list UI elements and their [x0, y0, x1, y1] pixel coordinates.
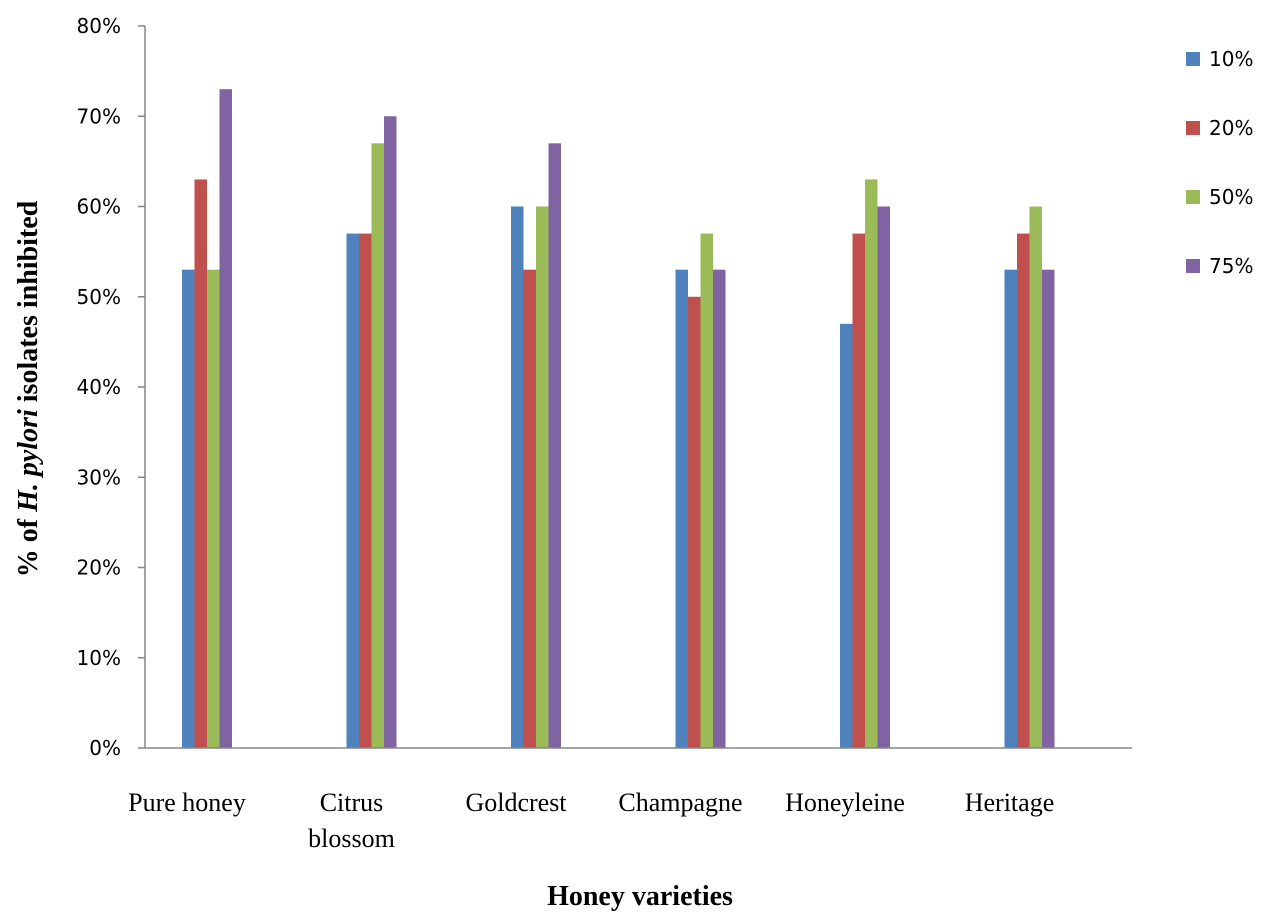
- x-category-label: Heritage: [965, 788, 1055, 817]
- legend-swatch: [1186, 52, 1200, 66]
- bars-group: [182, 89, 1055, 749]
- bar: [877, 206, 890, 748]
- bar: [713, 269, 726, 748]
- bar: [1017, 233, 1030, 748]
- legend-label: 10%: [1209, 47, 1253, 71]
- x-axis-category-labels: Pure honey Citrus blossom Goldcrest Champagn…: [128, 788, 1054, 853]
- x-axis-title: Honey varieties: [547, 881, 733, 912]
- legend-label: 20%: [1209, 116, 1253, 140]
- bar: [688, 296, 701, 748]
- bar: [182, 269, 195, 748]
- bar: [1029, 206, 1042, 748]
- y-tick-label: 50%: [77, 285, 121, 309]
- y-tick-label: 80%: [77, 14, 121, 38]
- y-tick-label: 30%: [77, 465, 121, 489]
- bar: [523, 269, 536, 748]
- bar: [840, 323, 853, 748]
- bar: [219, 89, 232, 749]
- y-tick-label: 70%: [77, 104, 121, 128]
- bar: [194, 179, 207, 749]
- bar: [359, 233, 372, 748]
- x-category-label: Citrus blossom: [308, 788, 395, 853]
- legend-swatch: [1186, 259, 1200, 273]
- bar: [207, 269, 220, 748]
- y-tick-label: 0%: [89, 736, 121, 760]
- x-category-label: Goldcrest: [465, 788, 567, 817]
- y-axis-title: % of H. pylori isolates inhibited: [13, 200, 44, 577]
- bar: [371, 143, 384, 748]
- bar: [536, 206, 549, 748]
- y-axis-ticks: 0% 10% 20% 30% 40% 50% 60% 70% 80%: [77, 14, 145, 760]
- x-category-label: Pure honey: [128, 788, 246, 817]
- bar: [852, 233, 865, 748]
- bar: [1004, 269, 1017, 748]
- bar: [1042, 269, 1055, 748]
- y-tick-label: 40%: [77, 375, 121, 399]
- bar: [675, 269, 688, 748]
- bar: [346, 233, 359, 748]
- y-tick-label: 60%: [77, 195, 121, 219]
- legend-swatch: [1186, 190, 1200, 204]
- bar: [700, 233, 713, 748]
- y-tick-label: 10%: [77, 646, 121, 670]
- legend-swatch: [1186, 121, 1200, 135]
- legend: 10% 20% 50% 75%: [1186, 47, 1253, 278]
- bar: [865, 179, 878, 749]
- bar: [384, 116, 397, 748]
- x-category-label: Champagne: [618, 788, 742, 817]
- y-tick-label: 20%: [77, 556, 121, 580]
- bar: [511, 206, 524, 748]
- legend-label: 75%: [1209, 254, 1253, 278]
- x-category-label: Honeyleine: [785, 788, 905, 817]
- bar: [548, 143, 561, 748]
- legend-label: 50%: [1209, 185, 1253, 209]
